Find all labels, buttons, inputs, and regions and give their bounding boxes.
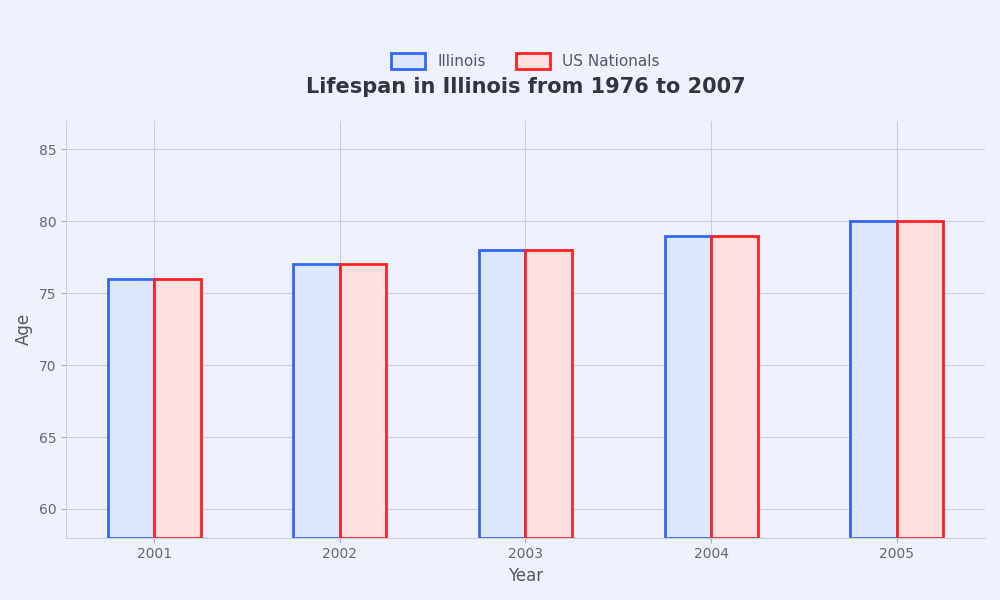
Bar xyxy=(293,265,340,538)
Title: Lifespan in Illinois from 1976 to 2007: Lifespan in Illinois from 1976 to 2007 xyxy=(306,77,745,97)
Bar xyxy=(154,279,201,538)
Bar xyxy=(665,236,711,538)
Bar xyxy=(525,250,572,538)
Bar xyxy=(108,279,154,538)
Bar xyxy=(711,236,758,538)
X-axis label: Year: Year xyxy=(508,567,543,585)
Bar xyxy=(479,250,525,538)
Bar xyxy=(850,221,897,538)
Y-axis label: Age: Age xyxy=(15,313,33,345)
Bar xyxy=(340,265,386,538)
Bar xyxy=(897,221,943,538)
Legend: Illinois, US Nationals: Illinois, US Nationals xyxy=(391,53,660,69)
